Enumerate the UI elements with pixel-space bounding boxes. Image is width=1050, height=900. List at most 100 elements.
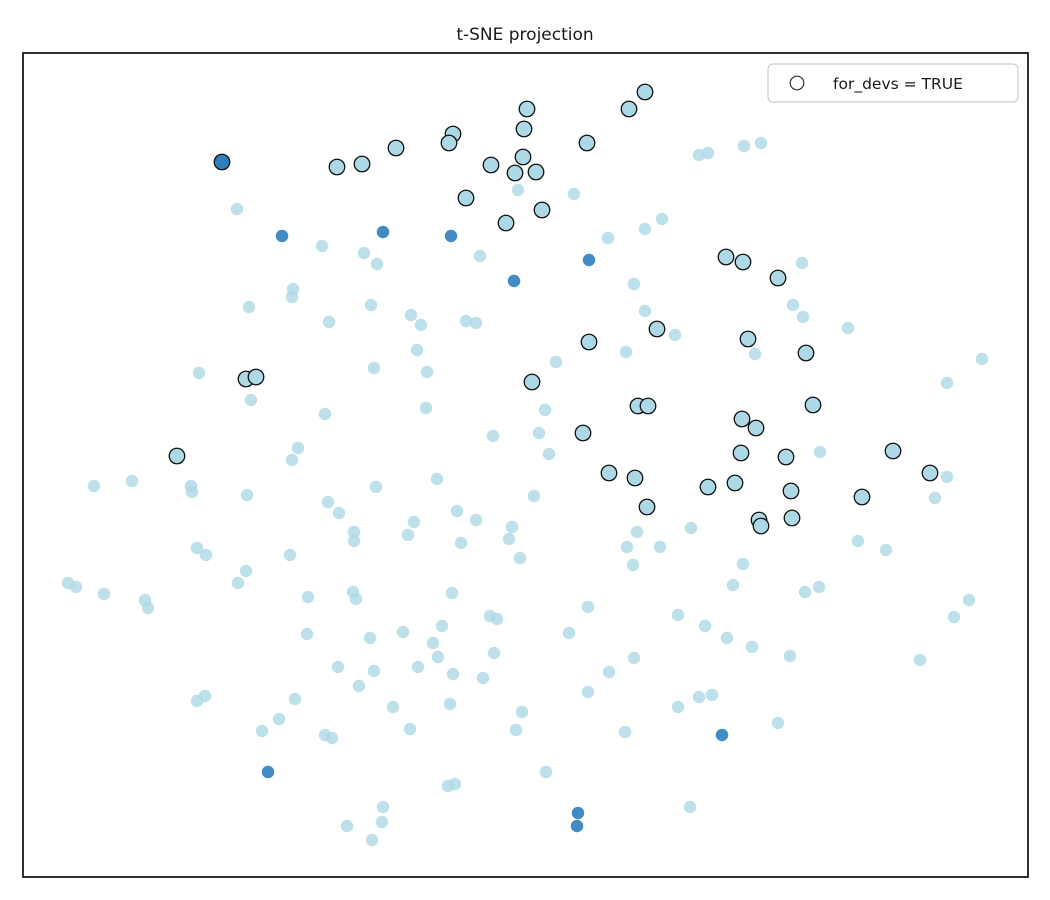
- scatter-point: [783, 509, 801, 527]
- scatter-point: [376, 800, 390, 814]
- scatter-point: [705, 688, 719, 702]
- scatter-point: [769, 269, 787, 287]
- scatter-point: [199, 548, 213, 562]
- plot-frame: [22, 52, 1029, 878]
- scatter-point: [698, 619, 712, 633]
- scatter-point: [490, 612, 504, 626]
- scatter-point: [446, 667, 460, 681]
- scatter-point: [879, 543, 893, 557]
- scatter-point: [347, 534, 361, 548]
- scatter-point: [562, 626, 576, 640]
- scatter-point: [578, 134, 596, 152]
- scatter-point: [332, 506, 346, 520]
- scatter-point: [247, 368, 265, 386]
- scatter-point: [168, 447, 186, 465]
- series-other-dark: [261, 225, 729, 833]
- scatter-point: [602, 665, 616, 679]
- scatter-point: [190, 541, 204, 555]
- scatter-point: [618, 725, 632, 739]
- scatter-point: [283, 548, 297, 562]
- scatter-point: [601, 231, 615, 245]
- scatter-point: [523, 373, 541, 391]
- scatter-point: [410, 343, 424, 357]
- scatter-point: [509, 723, 523, 737]
- scatter-point: [404, 308, 418, 322]
- scatter-point: [426, 636, 440, 650]
- scatter-point: [386, 700, 400, 714]
- scatter-point: [748, 347, 762, 361]
- scatter-point: [401, 528, 415, 542]
- scatter-point: [419, 401, 433, 415]
- scatter-point: [244, 393, 258, 407]
- scatter-point: [321, 495, 335, 509]
- scatter-point: [513, 551, 527, 565]
- scatter-point: [736, 557, 750, 571]
- scatter-point: [213, 153, 231, 171]
- scatter-point: [357, 246, 371, 260]
- scatter-point: [125, 474, 139, 488]
- scatter-point: [734, 253, 752, 271]
- scatter-point: [582, 253, 596, 267]
- scatter-point: [328, 158, 346, 176]
- scatter-point: [300, 627, 314, 641]
- legend-label: for_devs = TRUE: [833, 75, 963, 94]
- scatter-point: [331, 660, 345, 674]
- scatter-point: [459, 314, 473, 328]
- scatter-point: [192, 366, 206, 380]
- scatter-point: [571, 806, 585, 820]
- scatter-point: [487, 646, 501, 660]
- scatter-point: [619, 345, 633, 359]
- scatter-point: [473, 249, 487, 263]
- scatter-point: [325, 731, 339, 745]
- scatter-point: [363, 631, 377, 645]
- scatter-point: [141, 601, 155, 615]
- scatter-point: [486, 429, 500, 443]
- scatter-point: [407, 515, 421, 529]
- scatter-point: [511, 183, 525, 197]
- scatter-point: [798, 585, 812, 599]
- scatter-point: [515, 705, 529, 719]
- scatter-point: [448, 777, 462, 791]
- scatter-point: [783, 649, 797, 663]
- scatter-point: [445, 586, 459, 600]
- legend-box: [767, 63, 1019, 103]
- scatter-point: [240, 488, 254, 502]
- scatter-point: [580, 333, 598, 351]
- scatter-point: [754, 136, 768, 150]
- scatter-point: [242, 300, 256, 314]
- scatter-point: [804, 396, 822, 414]
- scatter-point: [301, 590, 315, 604]
- scatter-point: [636, 83, 654, 101]
- scatter-point: [795, 256, 809, 270]
- scatter-point: [600, 464, 618, 482]
- scatter-point: [288, 692, 302, 706]
- scatter-point: [620, 540, 634, 554]
- scatter-point: [626, 469, 644, 487]
- scatter-point: [574, 424, 592, 442]
- scatter-point: [684, 521, 698, 535]
- scatter-point: [581, 600, 595, 614]
- scatter-point: [940, 376, 954, 390]
- scatter-point: [782, 482, 800, 500]
- scatter-point: [726, 474, 744, 492]
- scatter-point: [975, 352, 989, 366]
- scatter-point: [353, 155, 371, 173]
- scatter-point: [638, 222, 652, 236]
- scatter-point: [414, 318, 428, 332]
- scatter-point: [403, 722, 417, 736]
- scatter-point: [797, 344, 815, 362]
- scatter-point: [261, 765, 275, 779]
- scatter-point: [198, 689, 212, 703]
- scatter-point: [349, 592, 363, 606]
- legend-open-circle-marker-icon: [789, 75, 805, 91]
- scatter-point: [726, 578, 740, 592]
- scatter-point: [752, 517, 770, 535]
- scatter-point: [411, 660, 425, 674]
- scatter-point: [457, 189, 475, 207]
- scatter-point: [527, 489, 541, 503]
- scatter-point: [469, 316, 483, 330]
- scatter-point: [812, 580, 826, 594]
- scatter-point: [272, 712, 286, 726]
- scatter-point: [567, 187, 581, 201]
